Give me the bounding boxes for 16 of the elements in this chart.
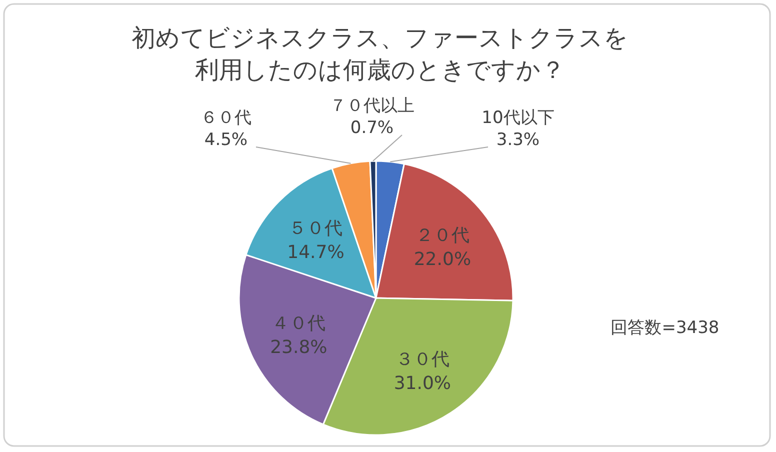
slice-label: ２０代 <box>415 225 470 246</box>
slice-label: ３０代 <box>395 349 450 370</box>
data-label: 22.0% <box>414 249 472 270</box>
slice-label: ６０代 <box>200 108 252 128</box>
data-label: 0.7% <box>350 118 394 138</box>
slice-label: ７０代以上 <box>330 96 414 116</box>
text: 回答数=3438 <box>610 318 720 338</box>
chart-title: 初めてビジネスクラス、ファーストクラスを利用したのは何歳のときですか？ <box>132 24 628 84</box>
slice-label: 10代以下 <box>482 108 554 128</box>
data-label: 3.3% <box>496 130 540 150</box>
data-label: 31.0% <box>394 373 452 394</box>
slice-label: ５０代 <box>288 218 343 240</box>
data-label: 23.8% <box>270 337 328 358</box>
data-label: 4.5% <box>204 130 248 150</box>
slice-label: ４０代 <box>272 313 326 334</box>
data-label: 14.7% <box>287 242 344 264</box>
